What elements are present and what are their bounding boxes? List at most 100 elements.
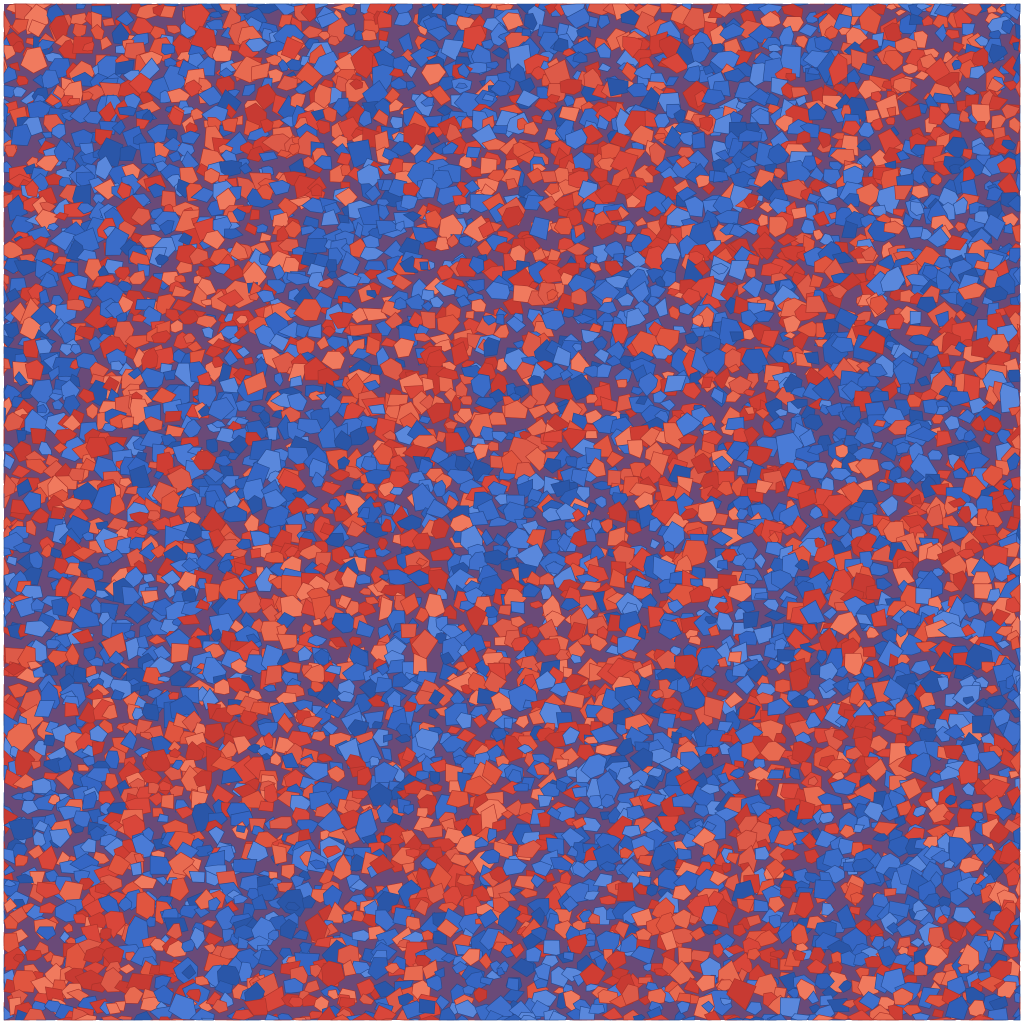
granule <box>404 80 417 91</box>
granule <box>90 24 105 41</box>
granule <box>429 783 443 793</box>
granule <box>925 93 939 110</box>
granule <box>782 314 802 334</box>
granule <box>83 111 103 125</box>
granule <box>503 717 514 730</box>
granule <box>649 284 667 298</box>
granule <box>1008 116 1021 134</box>
granule <box>522 194 545 211</box>
granule <box>625 307 647 328</box>
granule <box>183 332 196 344</box>
granule <box>654 275 666 288</box>
granule <box>905 324 932 339</box>
granule <box>277 238 300 252</box>
granule <box>258 151 279 162</box>
granule <box>167 150 182 163</box>
granule <box>945 29 960 40</box>
granule <box>547 248 562 261</box>
granule <box>659 166 679 180</box>
granule <box>158 219 175 236</box>
granule <box>49 230 76 252</box>
granule <box>130 207 152 227</box>
granule <box>894 8 907 17</box>
granule <box>908 334 934 346</box>
granule <box>553 217 573 235</box>
granule <box>801 155 818 172</box>
granule <box>458 235 473 248</box>
granule <box>932 14 949 29</box>
granule <box>171 298 193 312</box>
granule <box>1014 76 1021 98</box>
granule <box>597 14 611 30</box>
granule <box>59 343 74 357</box>
granule <box>285 58 303 71</box>
granule <box>159 5 177 19</box>
granule <box>49 15 70 42</box>
granule <box>986 77 1005 93</box>
granule <box>316 11 341 29</box>
granule <box>41 131 53 139</box>
granule <box>218 143 234 154</box>
granule <box>921 15 934 27</box>
granule <box>207 11 223 19</box>
granule <box>4 144 18 158</box>
granule <box>743 328 756 341</box>
granule <box>358 109 373 127</box>
granule <box>69 344 82 355</box>
granule <box>465 310 475 320</box>
granule <box>326 270 338 279</box>
granule <box>285 308 299 319</box>
granule <box>464 179 481 194</box>
granule <box>102 17 116 27</box>
granule <box>314 83 332 109</box>
granule <box>429 295 445 308</box>
granule <box>829 148 856 165</box>
granule <box>12 40 25 54</box>
granule <box>582 209 596 227</box>
granule <box>178 232 193 246</box>
granule <box>118 295 134 314</box>
granule <box>900 103 922 121</box>
granule <box>768 216 789 238</box>
granule <box>295 61 324 88</box>
granule <box>885 313 905 330</box>
granule <box>1001 103 1021 120</box>
granule <box>142 305 162 327</box>
granule <box>276 149 293 158</box>
granule <box>168 106 185 126</box>
granule <box>76 3 87 10</box>
granule <box>457 62 471 79</box>
granule <box>495 314 505 326</box>
granule <box>735 100 748 111</box>
granule <box>970 336 994 359</box>
granule <box>692 314 705 327</box>
granule <box>682 7 706 31</box>
granule <box>809 274 824 288</box>
granule <box>39 201 57 213</box>
granule <box>532 247 548 261</box>
granule <box>545 339 565 356</box>
granule <box>94 155 114 181</box>
granule <box>564 128 588 150</box>
granule <box>933 255 953 269</box>
granule <box>744 267 756 280</box>
granule <box>715 149 731 161</box>
granule <box>991 114 1007 130</box>
granule <box>171 285 193 298</box>
granule <box>955 309 967 322</box>
granule <box>892 77 912 93</box>
granule <box>421 63 447 86</box>
granule <box>3 44 17 61</box>
granule <box>223 228 244 240</box>
granule <box>792 331 809 350</box>
granule <box>609 150 639 176</box>
granule <box>774 678 791 694</box>
granule <box>259 118 274 134</box>
granule <box>723 68 747 83</box>
granule <box>958 109 970 123</box>
granule <box>491 47 509 59</box>
granule <box>841 120 862 137</box>
granule <box>645 267 668 284</box>
granule <box>100 36 113 51</box>
granule <box>195 314 218 329</box>
